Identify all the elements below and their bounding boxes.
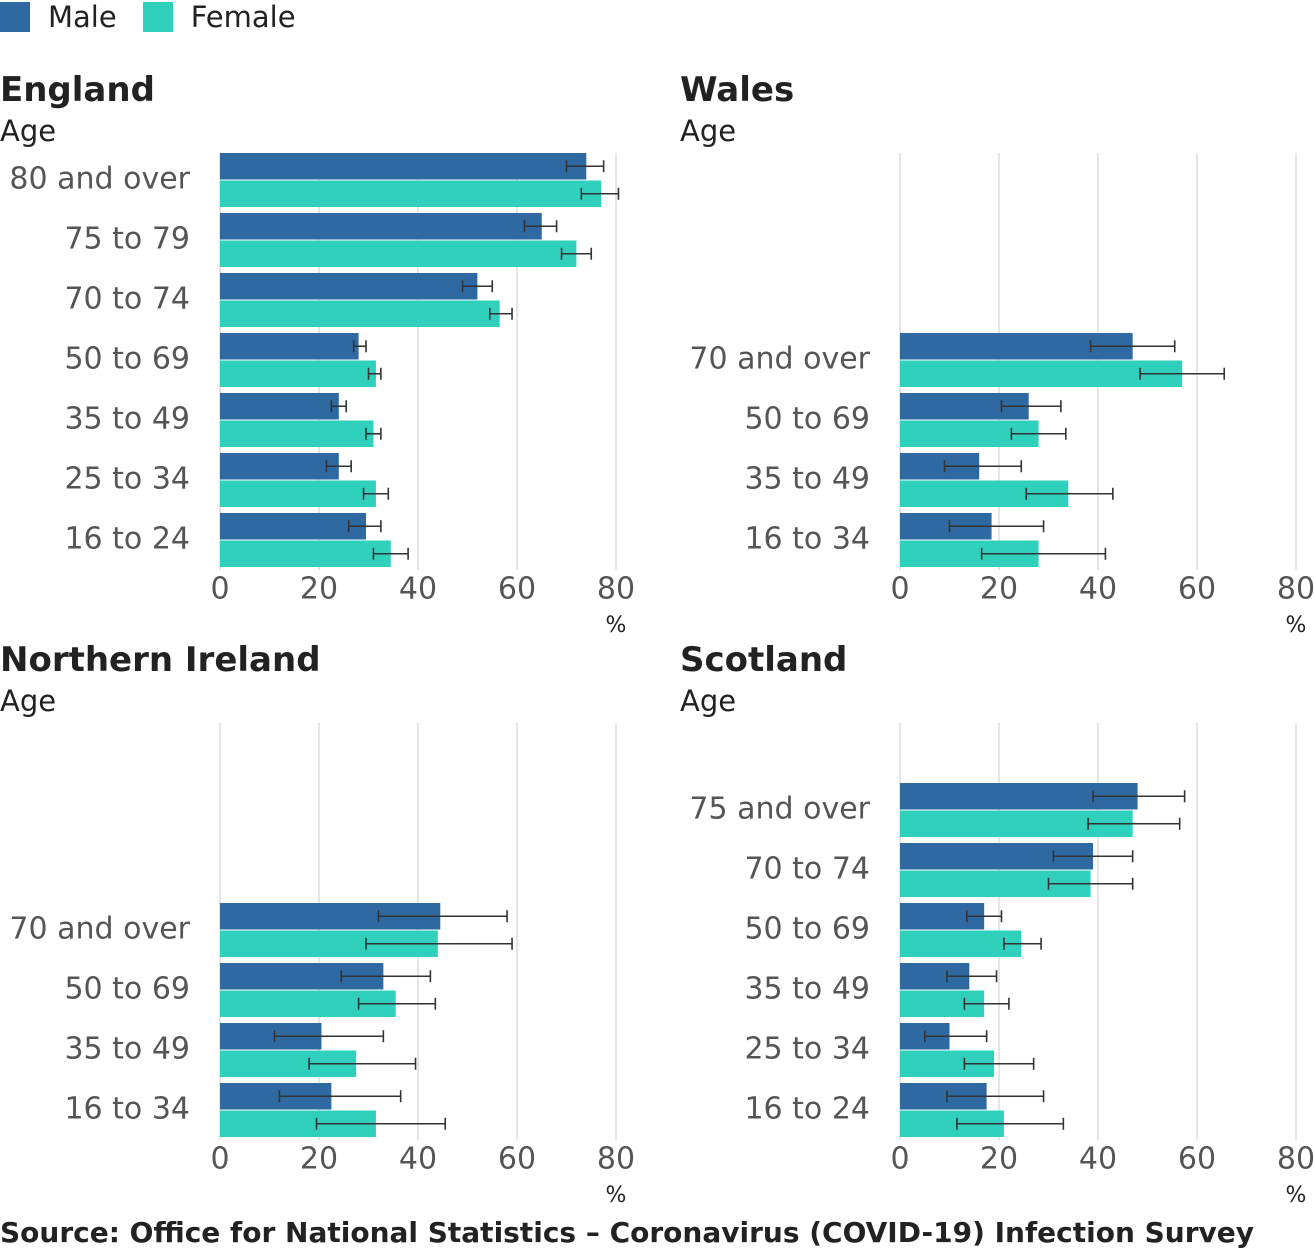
bar-male-16-to-24 (220, 513, 367, 540)
tick-label-0: 0 (890, 572, 909, 607)
chart-wales: 70 and over 50 to 69 35 to 49 16 to 34 0 20 40… (689, 153, 1314, 638)
bar-female-35-to-49 (220, 420, 374, 447)
bar-male-70-to-74 (220, 273, 478, 300)
legend-label-female: Female (190, 0, 296, 34)
tick-label-80: 80 (1277, 1142, 1314, 1177)
category-label-50-to-69: 50 to 69 (744, 402, 870, 437)
panel-title: Northern Ireland (0, 640, 321, 680)
male-swatch-icon (0, 2, 30, 32)
panel-scotland: Scotland Age 75 and over 70 to 74 50 to 69… (680, 640, 1314, 1210)
category-label-75-and-over: 75 and over (689, 792, 870, 827)
panel-title: England (0, 70, 155, 110)
bar-male-80-and-over (220, 153, 587, 180)
legend-item-female[interactable]: Female (142, 0, 296, 34)
category-label-70-and-over: 70 and over (9, 912, 190, 947)
panel-wales: Wales Age 70 and over 50 to 69 35 to 49 16 … (680, 70, 1314, 640)
category-label-25-to-34: 25 to 34 (744, 1032, 870, 1067)
panel-axis-label-age: Age (680, 684, 737, 718)
category-label-70-to-74: 70 to 74 (64, 282, 190, 317)
tick-label-0: 0 (210, 1142, 229, 1177)
bar-female-75-to-79 (220, 240, 577, 267)
bar-male-35-to-49 (220, 393, 339, 420)
category-label-50-to-69: 50 to 69 (744, 912, 870, 947)
category-label-80-and-over: 80 and over (9, 162, 190, 197)
bar-male-75-to-79 (220, 213, 542, 240)
bar-male-50-to-69 (220, 333, 359, 360)
chart-northern-ireland: 70 and over 50 to 69 35 to 49 16 to 34 0 20 40… (9, 723, 635, 1208)
x-axis-unit-label: % (606, 1183, 627, 1208)
x-axis-unit-label: % (1286, 1183, 1307, 1208)
legend-label-male: Male (48, 0, 117, 34)
tick-label-80: 80 (597, 1142, 635, 1177)
bar-male-25-to-34 (220, 453, 339, 480)
chart-scotland: 75 and over 70 to 74 50 to 69 35 to 49 25 to… (689, 723, 1314, 1208)
category-label-16-to-34: 16 to 34 (64, 1092, 190, 1127)
tick-label-40: 40 (1079, 572, 1117, 607)
bar-female-25-to-34 (220, 480, 376, 507)
bar-female-70-to-74 (220, 300, 500, 327)
bar-female-80-and-over (220, 180, 602, 207)
tick-label-40: 40 (399, 572, 437, 607)
female-swatch-icon (142, 2, 173, 32)
tick-label-20: 20 (300, 1142, 338, 1177)
panel-title: Scotland (680, 640, 848, 680)
tick-label-60: 60 (1178, 572, 1216, 607)
panel-axis-label-age: Age (0, 684, 57, 718)
category-label-50-to-69: 50 to 69 (64, 342, 190, 377)
tick-label-20: 20 (980, 1142, 1018, 1177)
category-label-35-to-49: 35 to 49 (744, 972, 870, 1007)
tick-label-60: 60 (498, 572, 536, 607)
category-label-16-to-24: 16 to 24 (744, 1092, 870, 1127)
panel-axis-label-age: Age (0, 114, 57, 148)
category-label-16-to-24: 16 to 24 (64, 522, 190, 557)
tick-label-0: 0 (210, 572, 229, 607)
bar-female-50-to-69 (220, 360, 376, 387)
category-label-16-to-34: 16 to 34 (744, 522, 870, 557)
tick-label-80: 80 (1277, 572, 1314, 607)
tick-label-80: 80 (597, 572, 635, 607)
category-label-50-to-69: 50 to 69 (64, 972, 190, 1007)
tick-label-0: 0 (890, 1142, 909, 1177)
tick-label-40: 40 (1079, 1142, 1117, 1177)
category-label-25-to-34: 25 to 34 (64, 462, 190, 497)
category-label-70-to-74: 70 to 74 (744, 852, 870, 887)
chart-england: 80 and over 75 to 79 70 to 74 50 to 69 35 to… (9, 153, 635, 638)
panel-england: England Age 80 and over 75 to 79 70 to 74 5… (0, 70, 640, 640)
x-axis-unit-label: % (1286, 613, 1307, 638)
bar-female-16-to-24 (220, 540, 391, 567)
x-axis-unit-label: % (606, 613, 627, 638)
category-label-70-and-over: 70 and over (689, 342, 870, 377)
category-label-35-to-49: 35 to 49 (64, 402, 190, 437)
panel-northern-ireland: Northern Ireland Age 70 and over 50 to 69… (0, 640, 640, 1210)
tick-label-60: 60 (498, 1142, 536, 1177)
bar-female-50-to-69 (900, 930, 1022, 957)
legend: Male Female (0, 0, 322, 34)
category-label-35-to-49: 35 to 49 (64, 1032, 190, 1067)
panel-axis-label-age: Age (680, 114, 737, 148)
panel-title: Wales (680, 70, 795, 110)
category-label-75-to-79: 75 to 79 (64, 222, 190, 257)
legend-item-male[interactable]: Male (0, 0, 117, 34)
tick-label-40: 40 (399, 1142, 437, 1177)
source-note: Source: Office for National Statistics –… (0, 1216, 1255, 1249)
tick-label-60: 60 (1178, 1142, 1216, 1177)
tick-label-20: 20 (300, 572, 338, 607)
category-label-35-to-49: 35 to 49 (744, 462, 870, 497)
tick-label-20: 20 (980, 572, 1018, 607)
bar-female-70-and-over (900, 360, 1183, 387)
